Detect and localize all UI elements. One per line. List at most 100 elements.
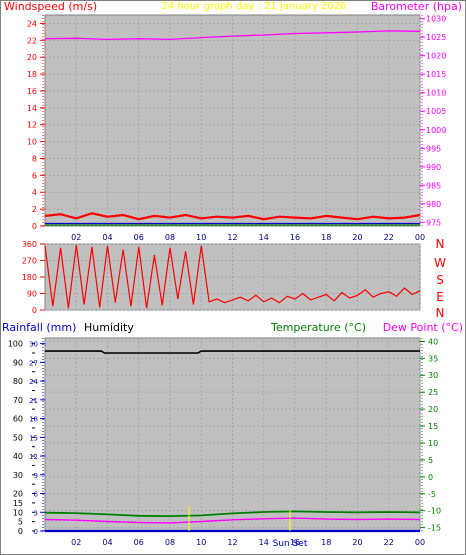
p3-left-tick-12: 60 [13,415,23,424]
p1-right-tick-5: 1000 [426,126,446,135]
p2-series-0 [44,244,421,309]
p3-inner-tick-1: 3 [34,509,38,517]
p3-xtick-8: 18 [321,538,331,547]
p1-series-1 [44,212,421,221]
p3-left-tick-1: 5 [18,518,23,527]
p3-series-1 [44,510,421,518]
p1-left-tick-10: 20 [27,53,37,62]
p1-xtick-6: 14 [259,233,269,242]
p3-right-tick-1: -10 [428,507,441,516]
panel2-series [44,244,421,309]
p1-right-tick-7: 1010 [426,89,446,98]
p3-inner-tick-0: 0 [34,528,38,536]
p3-right-tick-4: 5 [428,456,433,465]
p1-xtick-2: 06 [134,233,144,242]
p3-xtick-1: 04 [102,538,112,547]
panel3-series [44,350,421,533]
baro-title: Barometer (hpa) [371,0,462,13]
p2-left-tick-1: 90 [27,290,37,299]
p1-xtick-10: 22 [384,233,394,242]
p1-right-tick-4: 995 [426,144,441,153]
panel3-rain-axis: 0 3 6 9 12 15 18 21 24 27 30 [29,338,45,536]
p1-series-0 [44,30,421,41]
wind-title: Windspeed (m/s) [4,0,97,13]
compass-label-e: E [436,290,444,304]
p3-left-tick-2: 10 [13,508,23,517]
p3-xtick-7: 16 [290,538,300,547]
p1-left-tick-3: 6 [32,171,37,180]
p2-left-tick-3: 270 [22,257,37,266]
p3-left-tick-16: 80 [13,377,23,386]
p3-inner-tick-3: 9 [34,472,38,480]
p1-right-tick-9: 1020 [426,52,446,61]
p2-left-tick-2: 180 [22,273,37,282]
p3-left-tick-6: 30 [13,471,23,480]
p3-inner-tick-4: 12 [29,453,38,461]
p3-right-tick-0: -15 [428,524,441,533]
temp-title: Temperature (°C) [270,321,366,334]
p1-right-tick-2: 985 [426,181,441,190]
p1-left-tick-1: 2 [32,205,37,214]
p3-series-0 [45,350,420,354]
p3-xtick-2: 06 [134,538,144,547]
p3-left-tick-4: 20 [13,490,23,499]
graph-date-title: 24 hour graph day : 21 January 2026 [162,1,347,12]
panel1-x-axis: 02 04 06 08 10 12 14 16 18 20 22 00 [71,233,425,242]
p2-left-tick-0: 0 [32,306,37,315]
p3-xtick-4: 10 [196,538,206,547]
p1-right-tick-8: 1015 [426,70,446,79]
p3-inner-tick-2: 6 [34,491,39,499]
p1-right-tick-6: 1005 [426,107,446,116]
p3-left-tick-0: 0 [18,527,23,536]
p3-right-tick-8: 25 [428,388,438,397]
panel1-right-axis: 975 980 985 990 995 1000 1005 1010 1015 1020 1025 1… [420,15,446,227]
p1-right-tick-11: 1030 [426,15,446,24]
p1-left-tick-2: 4 [32,188,37,197]
p3-inner-tick-6: 18 [29,416,38,424]
p1-xtick-5: 12 [227,233,237,242]
p3-inner-tick-7: 21 [29,397,38,405]
compass-label-s: S [436,273,444,287]
p3-left-tick-3: 15 [13,499,23,508]
p1-xtick-8: 18 [321,233,331,242]
p1-xtick-4: 10 [196,233,206,242]
p1-xtick-7: 16 [290,233,300,242]
p3-inner-tick-5: 15 [29,434,38,442]
p1-xtick-11: 00 [415,233,425,242]
p1-right-tick-0: 975 [426,218,441,227]
compass-label-n-top: N [436,237,445,251]
humidity-title: Humidity [84,321,134,334]
p3-right-tick-2: -5 [428,490,436,499]
p3-right-tick-10: 35 [428,354,438,363]
p3-xtick-5: 12 [227,538,237,547]
panel3-x-axis: 02 04 06 08 10 12 14 16 18 20 22 00 [71,538,425,547]
p1-xtick-9: 20 [352,233,362,242]
panel3-grid [45,338,421,531]
p3-right-tick-5: 10 [428,439,438,448]
p3-left-tick-10: 50 [13,433,23,442]
rain-title: Rainfall (mm) [2,321,76,334]
p1-xtick-0: 02 [71,233,81,242]
p3-left-tick-18: 90 [13,358,23,367]
p3-left-tick-14: 70 [13,396,23,405]
panel3-right-axis: -15 -10 -5 0 5 10 15 20 25 30 35 40 [420,337,441,533]
p1-left-tick-5: 10 [27,138,37,147]
p1-left-tick-6: 12 [27,121,37,130]
p3-left-tick-20: 100 [8,340,23,349]
p1-left-tick-7: 14 [27,104,37,113]
p1-left-tick-11: 22 [27,36,37,45]
p3-right-tick-11: 40 [428,337,438,346]
p3-right-tick-6: 15 [428,422,438,431]
sunset-label: Sun Set [273,539,308,549]
p3-xtick-0: 02 [71,538,81,547]
p3-xtick-6: 14 [259,538,269,547]
p3-inner-tick-8: 24 [29,378,38,386]
p3-inner-tick-9: 27 [29,359,38,367]
p1-right-tick-3: 990 [426,163,441,172]
p1-left-tick-4: 8 [32,154,37,163]
dew-title: Dew Point (°C) [383,321,463,334]
